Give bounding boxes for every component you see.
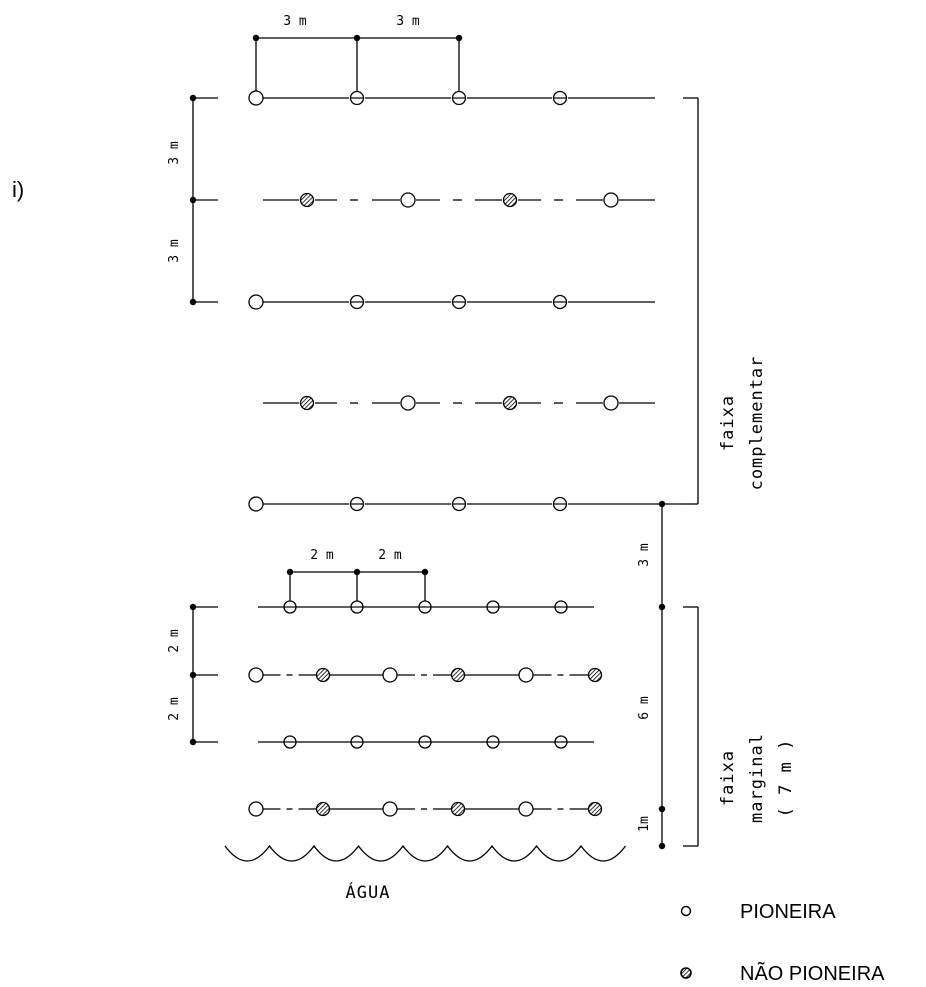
upper-plant-bar-circle [552,90,568,106]
legend-open-circle-icon [680,905,692,917]
lower-vdim-dot [189,671,197,679]
upper-plant-hatched-circle [299,192,315,208]
upper-plant-open-circle [603,395,619,411]
lower-plant-hatched-circle [450,667,466,683]
zone-marginal-label-line1: faixa [718,750,738,806]
zone-marginal-label-line2: marginal [747,733,767,823]
legend: PIONEIRA NÃO PIONEIRA [680,901,885,985]
upper-horizontal-spacing-label-1: 3 m [283,14,307,29]
lower-plant-bar-circle [418,600,432,614]
lower-plant-hatched-circle [450,801,466,817]
lower-plant-bar-circle [486,735,500,749]
legend-hatched-circle-icon [680,967,692,979]
upper-dim-dot [455,34,463,42]
upper-plant-bar-circle [552,294,568,310]
right-distance-dot [658,500,666,508]
lower-dim-dot [421,568,429,576]
legend-label-pioneira: PIONEIRA [740,901,836,923]
zone-marginal-label-line3: ( 7 m ) [776,739,796,818]
lower-plant-hatched-circle [587,801,603,817]
upper-dim-dot [353,34,361,42]
upper-vertical-spacing-label-1: 3 m [167,141,182,165]
zone-complementar-label-line2: complementar [747,356,767,491]
upper-plant-bar-circle [349,496,365,512]
water-waves [224,844,627,862]
edge-offset-label: 1m [637,816,652,832]
upper-plant-open-circle [248,496,264,512]
lower-vdim-dot [189,738,197,746]
lower-dim-dot [353,568,361,576]
legend-label-nao-pioneira: NÃO PIONEIRA [740,961,885,985]
upper-plant-bar-circle [451,496,467,512]
lower-plant-hatched-circle [315,667,331,683]
upper-plant-hatched-circle [299,395,315,411]
plant-symbols [248,90,619,817]
lower-plant-hatched-circle [587,667,603,683]
upper-plant-open-circle [248,294,264,310]
right-distance-dot [658,842,666,850]
lower-vertical-spacing-label-1: 2 m [167,629,182,653]
lower-plant-bar-circle [350,600,364,614]
lower-plant-bar-circle [554,600,568,614]
lower-plant-bar-circle [283,735,297,749]
water-label: ÁGUA [346,881,391,903]
lower-plant-bar-circle [418,735,432,749]
zone-complementar-label-line1: faixa [718,395,738,451]
lower-dim-dot [286,568,294,576]
upper-plant-bar-circle [552,496,568,512]
lower-plant-bar-circle [283,600,297,614]
lower-plant-bar-circle [350,735,364,749]
gap-between-zones-label: 3 m [637,543,652,567]
lower-plant-open-circle [382,667,398,683]
upper-vertical-spacing-label-2: 3 m [167,239,182,263]
upper-vdim-dot [189,298,197,306]
marginal-width-label: 6 m [637,696,652,720]
lower-plant-open-circle [518,801,534,817]
lower-plant-open-circle [518,667,534,683]
upper-dim-dot [252,34,260,42]
lower-vertical-spacing-label-2: 2 m [167,697,182,721]
upper-plant-open-circle [248,90,264,106]
lower-plant-bar-circle [554,735,568,749]
upper-horizontal-spacing-label-2: 3 m [396,14,420,29]
upper-plant-bar-circle [451,90,467,106]
upper-plant-bar-circle [349,90,365,106]
lower-plant-bar-circle [486,600,500,614]
lower-plant-hatched-circle [315,801,331,817]
figure-label: i) [12,177,24,202]
upper-vdim-dot [189,94,197,102]
right-distance-dot [658,805,666,813]
upper-plant-bar-circle [451,294,467,310]
right-distance-dot [658,603,666,611]
lower-plant-open-circle [248,667,264,683]
upper-vdim-dot [189,196,197,204]
upper-plant-bar-circle [349,294,365,310]
lower-horizontal-spacing-label-1: 2 m [310,548,334,563]
upper-plant-open-circle [400,192,416,208]
upper-plant-open-circle [400,395,416,411]
lower-plant-open-circle [248,801,264,817]
upper-plant-hatched-circle [502,192,518,208]
lower-plant-open-circle [382,801,398,817]
upper-plant-hatched-circle [502,395,518,411]
lower-horizontal-spacing-label-2: 2 m [378,548,402,563]
guide-lines [189,34,699,862]
lower-vdim-dot [189,603,197,611]
upper-plant-open-circle [603,192,619,208]
